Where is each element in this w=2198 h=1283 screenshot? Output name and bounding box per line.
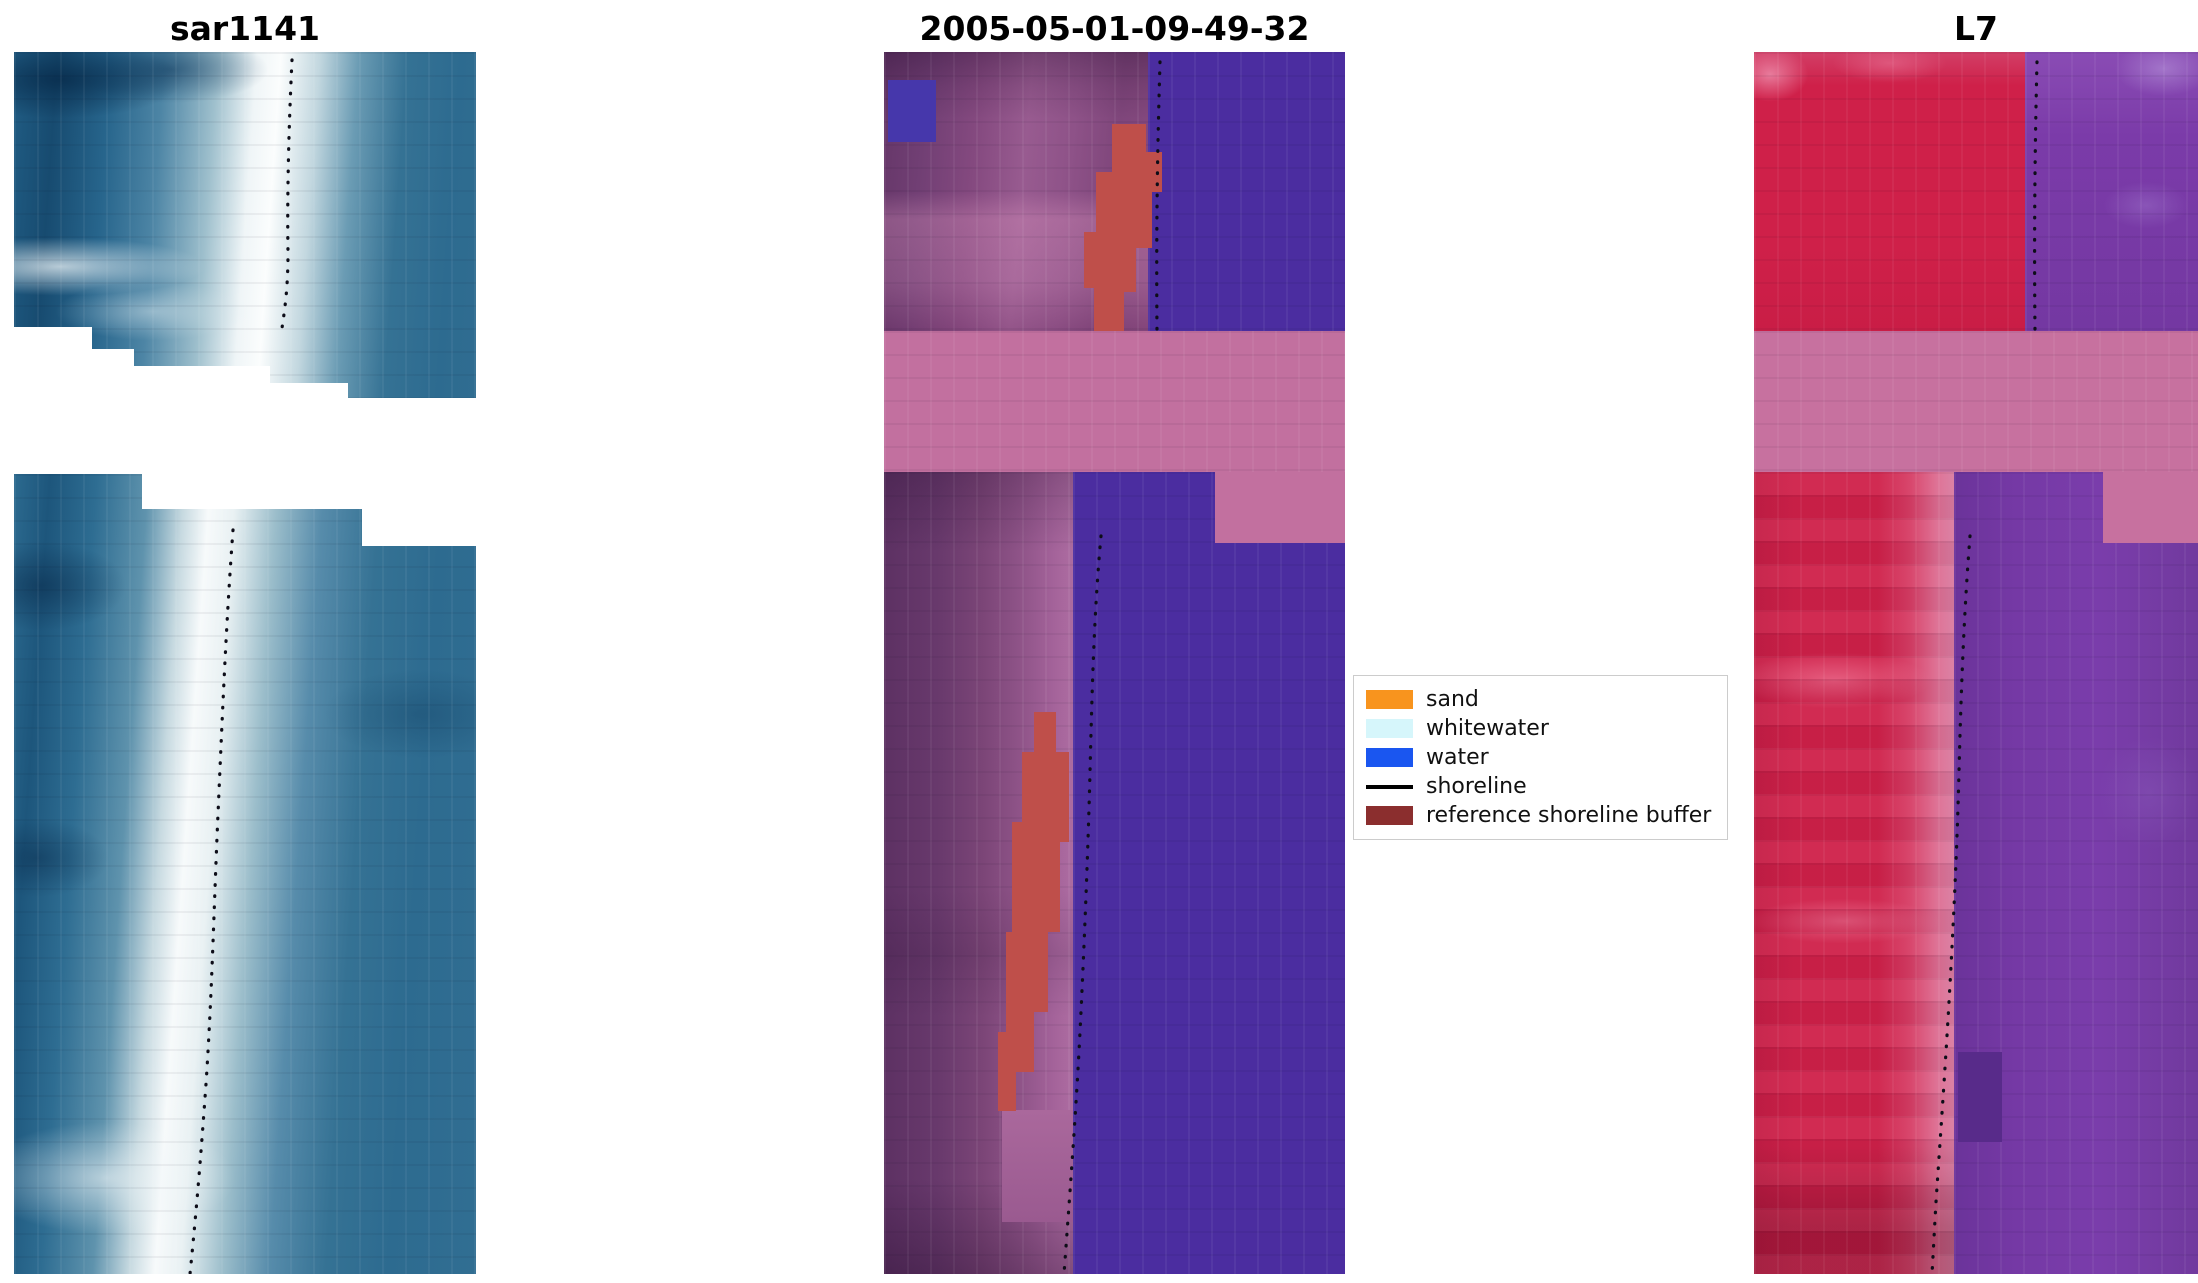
- nodata-pink-band: [1754, 331, 2198, 472]
- panel-title-l7: L7: [1954, 9, 1998, 48]
- nodata-pink-band-extension: [2103, 472, 2198, 543]
- nodata-pink-band-extension: [1215, 472, 1345, 543]
- l7-land-region-lower: [1754, 472, 1954, 1274]
- nodata-mask: [14, 327, 92, 398]
- water-swatch-icon: [1366, 748, 1413, 767]
- legend-item-whitewater: whitewater: [1366, 714, 1711, 743]
- nodata-mask: [362, 474, 476, 546]
- panel-title-sar: sar1141: [169, 9, 321, 48]
- nodata-mask: [142, 474, 362, 509]
- shoreline-dots: [188, 528, 235, 1274]
- sand-swatch-icon: [1366, 690, 1413, 709]
- nodata-pink-band: [884, 331, 1345, 472]
- classified-water-patch: [888, 80, 936, 142]
- legend-label-reference-shoreline-buffer: reference shoreline buffer: [1426, 803, 1712, 828]
- sar-image-lower-segment: [14, 474, 476, 1274]
- sar-image-upper-segment: [14, 52, 476, 398]
- sar-image-panel: [14, 52, 476, 1274]
- l7-land-region: [1754, 52, 2025, 331]
- legend-label-whitewater: whitewater: [1426, 716, 1549, 741]
- shoreline-dots: [280, 58, 294, 330]
- legend: sand whitewater water shoreline referenc…: [1353, 675, 1729, 840]
- legend-item-sand: sand: [1366, 685, 1711, 714]
- l7-water-region-lower: [1954, 472, 2198, 1274]
- l7-dark-water-patch: [1958, 1052, 2002, 1142]
- l7-water-region: [2025, 52, 2198, 331]
- nodata-mask: [92, 349, 134, 398]
- legend-item-reference-shoreline-buffer: reference shoreline buffer: [1366, 801, 1711, 830]
- shoreline-line-icon: [1366, 784, 1413, 789]
- legend-label-sand: sand: [1426, 687, 1479, 712]
- whitewater-swatch-icon: [1366, 719, 1413, 738]
- reference-buffer-swatch-icon: [1366, 806, 1413, 825]
- classified-water-region: [1148, 52, 1345, 331]
- panel-title-classified: 2005-05-01-09-49-32: [919, 9, 1310, 48]
- classified-pink-column: [1002, 1110, 1073, 1222]
- classified-image-panel: [884, 52, 1345, 1274]
- legend-item-shoreline: shoreline: [1366, 772, 1711, 801]
- nodata-mask: [270, 383, 348, 398]
- classified-water-region-lower: [1073, 472, 1345, 1274]
- l7-image-panel: [1754, 52, 2198, 1274]
- legend-label-water: water: [1426, 745, 1489, 770]
- legend-item-water: water: [1366, 743, 1711, 772]
- nodata-mask: [134, 366, 270, 398]
- legend-label-shoreline: shoreline: [1426, 774, 1527, 799]
- sar-lower-overlay: [188, 528, 235, 1274]
